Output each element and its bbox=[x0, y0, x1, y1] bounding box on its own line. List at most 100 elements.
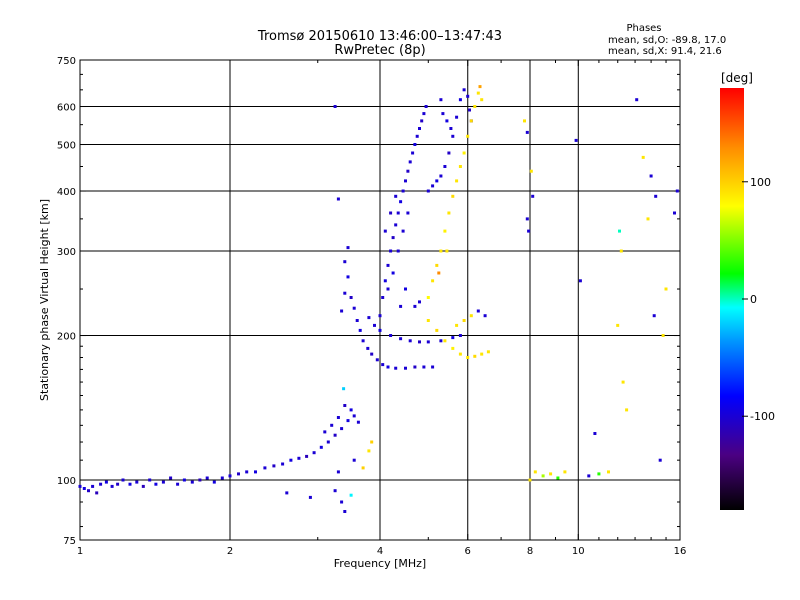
data-point bbox=[439, 249, 443, 253]
data-point bbox=[646, 217, 650, 221]
data-point bbox=[346, 275, 350, 279]
data-point bbox=[408, 160, 412, 164]
data-point bbox=[391, 271, 395, 275]
data-point bbox=[245, 470, 249, 474]
data-point bbox=[466, 356, 470, 359]
data-point bbox=[141, 484, 145, 488]
data-point bbox=[426, 189, 430, 193]
data-point bbox=[99, 482, 103, 486]
data-point bbox=[445, 119, 449, 123]
data-point bbox=[312, 451, 316, 455]
data-point bbox=[415, 134, 419, 138]
data-point bbox=[480, 352, 484, 356]
data-point bbox=[343, 404, 347, 407]
data-point bbox=[658, 458, 662, 462]
data-point bbox=[272, 464, 276, 468]
data-point bbox=[413, 365, 417, 369]
x-tick-label: 4 bbox=[377, 546, 383, 557]
data-point bbox=[336, 470, 340, 474]
data-point bbox=[391, 236, 395, 240]
data-point bbox=[426, 296, 430, 299]
data-point bbox=[389, 334, 393, 337]
data-point bbox=[386, 287, 390, 291]
data-point bbox=[378, 328, 382, 332]
y-tick-label: 300 bbox=[57, 247, 76, 258]
data-point bbox=[661, 334, 665, 337]
data-point bbox=[476, 91, 480, 95]
data-point bbox=[424, 105, 428, 108]
x-axis-ticks: 1 2 4 6 8 10 16 bbox=[77, 60, 686, 557]
data-point bbox=[361, 339, 365, 343]
data-point bbox=[404, 287, 407, 291]
data-point bbox=[431, 365, 435, 369]
gridlines bbox=[80, 60, 680, 540]
y-tick-label: 500 bbox=[57, 141, 76, 152]
data-point bbox=[439, 339, 443, 343]
data-point bbox=[340, 500, 344, 504]
data-point bbox=[198, 478, 202, 482]
colorbar-ticks: 100 0 -100 bbox=[742, 176, 775, 423]
data-point bbox=[336, 197, 340, 201]
data-point bbox=[641, 155, 645, 159]
data-point bbox=[523, 119, 526, 123]
data-point bbox=[458, 334, 462, 337]
data-point bbox=[148, 478, 152, 482]
data-point bbox=[394, 366, 398, 370]
y-tick-label: 400 bbox=[57, 187, 76, 198]
data-point bbox=[396, 211, 400, 215]
x-axis-label: Frequency [MHz] bbox=[334, 557, 426, 570]
data-point bbox=[121, 478, 125, 482]
data-point bbox=[176, 482, 180, 486]
data-point bbox=[358, 328, 362, 332]
data-point bbox=[394, 223, 398, 227]
data-point bbox=[574, 138, 578, 142]
data-point bbox=[386, 263, 390, 267]
data-point bbox=[435, 179, 439, 183]
data-point bbox=[305, 454, 309, 458]
data-point bbox=[455, 115, 459, 119]
data-point bbox=[263, 466, 267, 470]
data-point bbox=[422, 112, 426, 116]
data-point bbox=[289, 458, 293, 462]
data-point bbox=[531, 194, 535, 198]
data-point bbox=[340, 427, 344, 431]
data-point bbox=[549, 472, 553, 476]
data-point bbox=[297, 456, 301, 460]
data-point bbox=[406, 211, 410, 215]
x-tick-label: 10 bbox=[572, 546, 585, 557]
y-tick-label: 100 bbox=[57, 476, 76, 487]
data-point bbox=[486, 350, 490, 354]
chart-subtitle: RwPretec (8p) bbox=[334, 43, 425, 58]
data-point bbox=[399, 200, 403, 204]
data-point bbox=[349, 296, 353, 299]
legend-line-o: mean, sd,O: -89.8, 17.0 bbox=[608, 35, 726, 46]
data-point bbox=[664, 287, 668, 291]
data-point bbox=[462, 88, 466, 92]
data-point bbox=[468, 108, 471, 112]
data-point bbox=[447, 151, 451, 155]
data-point bbox=[449, 127, 453, 130]
data-point bbox=[375, 358, 379, 362]
colorbar-tick-label: 0 bbox=[750, 293, 757, 306]
data-point bbox=[383, 229, 387, 233]
data-point bbox=[443, 165, 447, 168]
data-point bbox=[418, 340, 421, 344]
data-point bbox=[435, 328, 439, 332]
data-point bbox=[389, 211, 393, 215]
data-point bbox=[228, 474, 232, 478]
data-point bbox=[525, 217, 529, 221]
data-point bbox=[285, 491, 289, 495]
plot-area: 1 2 4 6 8 10 16 75 100 200 300 400 500 600 750 bbox=[57, 56, 686, 557]
data-point bbox=[399, 337, 403, 341]
data-point bbox=[673, 211, 676, 215]
data-point bbox=[528, 478, 532, 482]
data-point bbox=[404, 179, 407, 183]
data-point bbox=[462, 151, 466, 155]
data-point bbox=[386, 365, 390, 369]
x-tick-label: 1 bbox=[77, 546, 83, 557]
data-point bbox=[469, 314, 473, 318]
data-point bbox=[370, 352, 374, 356]
data-point bbox=[422, 365, 426, 369]
data-point bbox=[367, 316, 371, 320]
